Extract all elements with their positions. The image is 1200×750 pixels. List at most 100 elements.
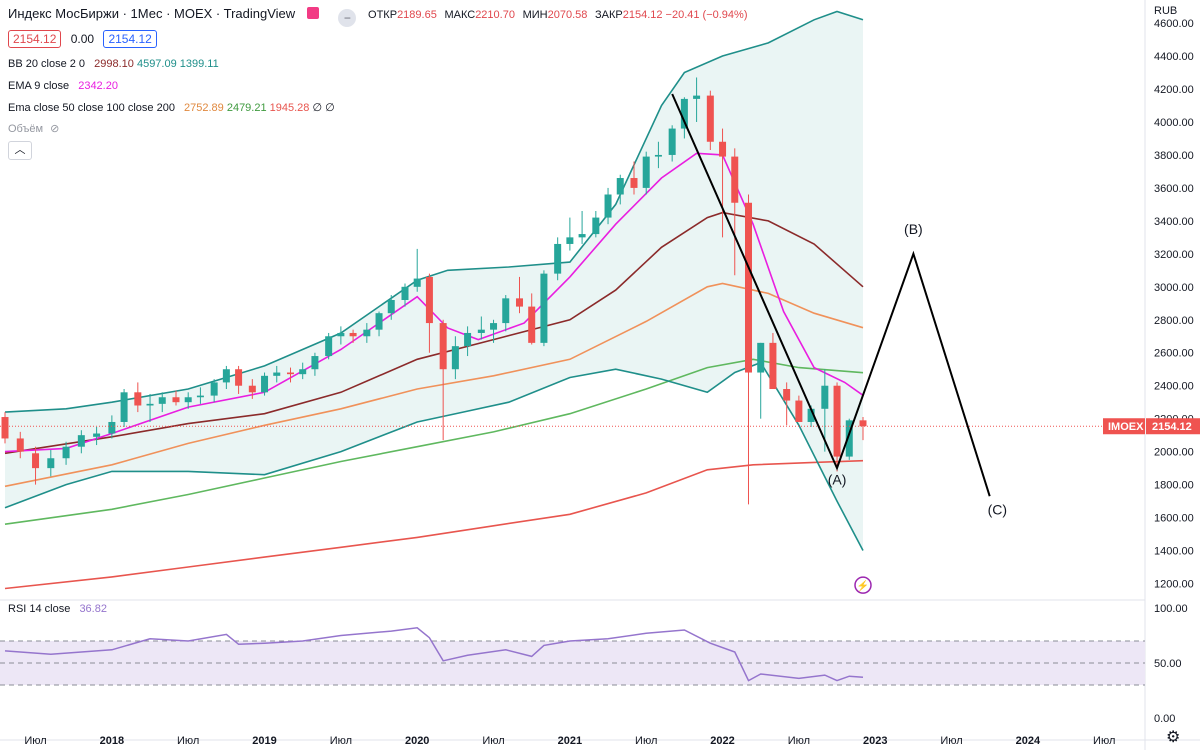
candle-body — [464, 332, 472, 347]
price-tick-label: 4600.00 — [1154, 18, 1194, 30]
candle-body — [325, 336, 333, 357]
ema50-line — [4, 282, 864, 488]
ema200-value: 1945.28 — [269, 102, 310, 114]
ema100-line — [4, 358, 864, 525]
candle-body — [77, 435, 85, 447]
candle-body — [387, 300, 395, 314]
bb-basis-value: 2998.10 — [94, 58, 134, 70]
price-tag-symbol-bg — [1103, 418, 1145, 435]
candle-body — [795, 400, 803, 422]
price-tick-label: 2600.00 — [1154, 348, 1194, 360]
ema50-value: 2752.89 — [184, 102, 224, 114]
lightning-glyph: ⚡ — [857, 579, 869, 592]
wave-label: (A) — [828, 472, 847, 488]
rsi-tick-label: 50.00 — [1154, 658, 1182, 670]
candle-body — [32, 453, 40, 469]
price-tick-label: 3000.00 — [1154, 282, 1194, 294]
time-tick-label: Июл — [635, 735, 657, 747]
candle-body — [184, 397, 192, 403]
legend-ema9[interactable]: EMA 9 close 2342.20 — [8, 80, 118, 92]
ema9-value: 2342.20 — [78, 80, 118, 92]
rsi-label: RSI 14 close — [8, 603, 71, 615]
bb-upper-value: 4597.09 — [136, 58, 177, 70]
ohlc-close-label: ЗАКР — [594, 9, 623, 21]
price-tick-label: 2400.00 — [1154, 381, 1194, 393]
price-tick-label: 1800.00 — [1154, 480, 1194, 492]
hidden-eye-icon[interactable]: ⊘ — [50, 123, 60, 135]
candle-body — [134, 392, 142, 406]
ema9-label: EMA 9 close — [8, 80, 70, 92]
price-tick-label: 1400.00 — [1154, 546, 1194, 558]
time-tick-label: Июл — [24, 735, 46, 747]
ohlc-open-label: ОТКР — [368, 9, 398, 21]
bb-upper-line — [4, 10, 864, 413]
rsi-line — [4, 627, 864, 682]
candle-body — [196, 395, 204, 398]
candle-body — [783, 389, 791, 401]
candle-body — [490, 323, 498, 330]
candle-body — [668, 128, 676, 155]
candle-body — [821, 385, 829, 409]
candle-body — [769, 342, 777, 390]
candle-body — [654, 154, 662, 157]
ema200-line — [4, 459, 864, 590]
price-tick-label: 3600.00 — [1154, 183, 1194, 195]
time-tick-label: 2021 — [558, 735, 582, 747]
collapse-icon[interactable]: − — [338, 9, 357, 27]
candle-body — [693, 95, 701, 99]
time-tick-label: 2018 — [100, 735, 124, 747]
candle-body — [210, 382, 218, 396]
price-tick-label: 3800.00 — [1154, 150, 1194, 162]
candle-body — [616, 178, 624, 195]
candle-body — [425, 276, 433, 324]
candle-body — [146, 403, 154, 406]
candle-body — [62, 446, 70, 459]
candle-body — [502, 298, 510, 324]
price-tick-label: 2000.00 — [1154, 447, 1194, 459]
time-tick-label: 2023 — [863, 735, 887, 747]
candle-body — [833, 385, 841, 457]
candle-body — [845, 420, 853, 457]
time-tick-label: Июл — [330, 735, 352, 747]
legend-ema-multi[interactable]: Ema close 50 close 100 close 200 2752.89… — [8, 101, 335, 114]
bb-lower-value: 1399.11 — [179, 58, 219, 70]
ask-price-box[interactable]: 2154.12 — [103, 30, 157, 48]
ohlc-low-label: МИН — [522, 9, 548, 21]
candle-body — [349, 332, 357, 337]
ema-multi-label: Ema close 50 close 100 close 200 — [8, 102, 175, 114]
wave-label: (C) — [988, 501, 1007, 517]
collapse-legend-button[interactable]: ︿ — [8, 141, 32, 160]
ohlc-close-value: 2154.12 −20.41 (−0.94%) — [622, 9, 748, 21]
price-tick-label: 3200.00 — [1154, 249, 1194, 261]
volume-label: Объём — [8, 123, 44, 135]
candle-body — [515, 298, 523, 307]
candle-body — [451, 346, 459, 370]
candle-body — [719, 141, 727, 157]
candle-body — [566, 237, 574, 244]
spread-value: 0.00 — [70, 32, 95, 46]
candle-body — [528, 306, 536, 343]
ema-empty-1: ∅ — [312, 102, 323, 114]
candle-body — [807, 408, 815, 422]
price-tick-label: 1600.00 — [1154, 513, 1194, 525]
wave-label: (B) — [904, 221, 923, 237]
candle-body — [554, 243, 562, 274]
candle-body — [477, 329, 485, 333]
candle-body — [261, 375, 269, 393]
ema-empty-2: ∅ — [325, 102, 335, 114]
settings-gear-icon[interactable]: ⚙ — [1166, 729, 1181, 746]
price-tick-label: 2800.00 — [1154, 315, 1194, 327]
alert-icon[interactable] — [306, 7, 319, 19]
candle-body — [757, 342, 765, 373]
symbol-title[interactable]: Индекс МосБиржи · 1Мес · MOEX · TradingV… — [8, 6, 296, 21]
bb-basis-line — [4, 211, 864, 455]
legend-bb[interactable]: BB 20 close 2 0 2998.10 4597.09 1399.11 — [8, 58, 219, 70]
bid-price-box[interactable]: 2154.12 — [8, 30, 62, 48]
currency-unit[interactable]: RUB — [1154, 5, 1178, 17]
legend-rsi[interactable]: RSI 14 close 36.82 — [8, 603, 107, 615]
candle-body — [311, 356, 319, 370]
time-tick-label: Июл — [1093, 735, 1115, 747]
ohlc-open-value: 2189.65 — [397, 9, 437, 21]
legend-volume[interactable]: Объём ⊘ — [8, 122, 59, 135]
